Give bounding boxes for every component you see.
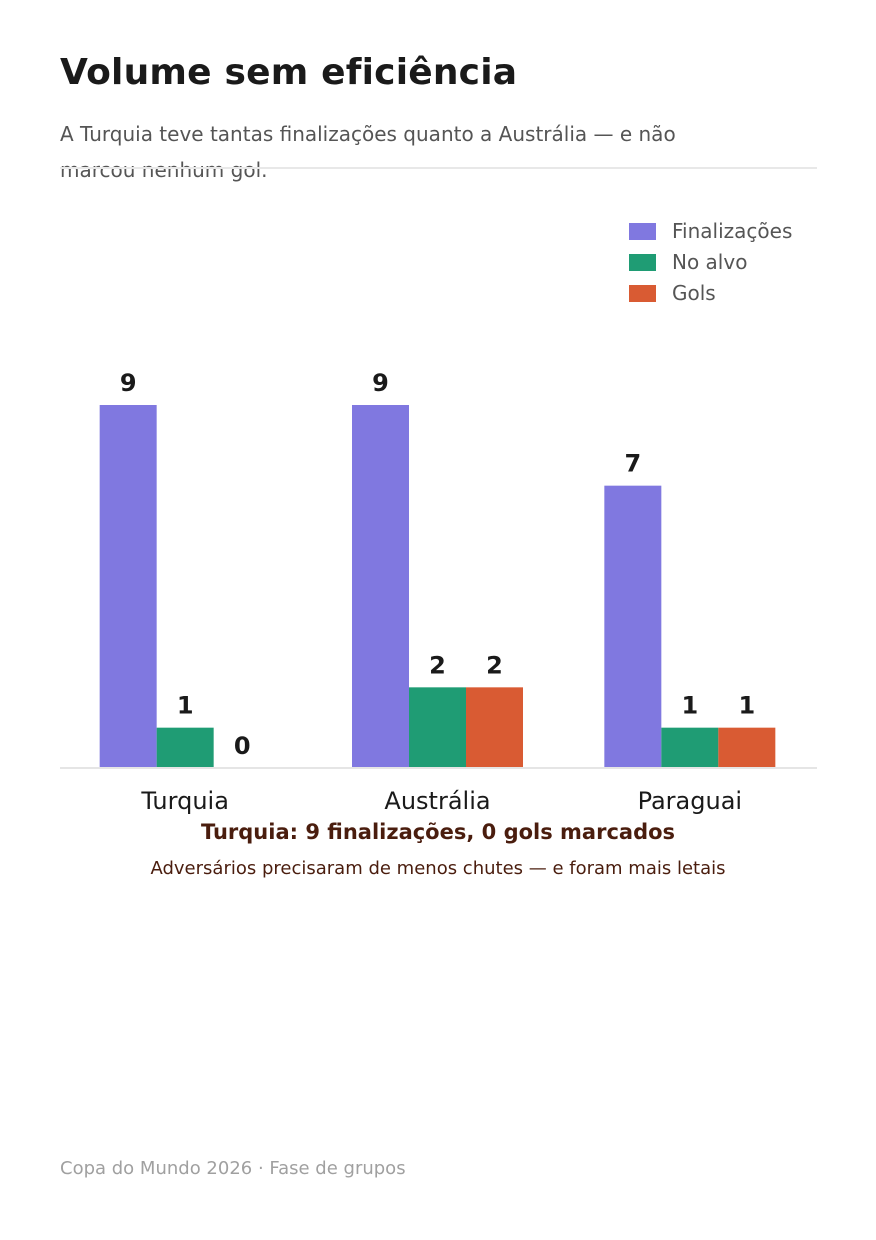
bar (466, 687, 523, 768)
data-label: 9 (372, 369, 389, 397)
data-label: 7 (624, 450, 641, 478)
data-label: 1 (738, 692, 755, 720)
bar (718, 727, 776, 768)
chart-subtitle: A Turquia teve tantas finalizações quant… (60, 122, 676, 182)
legend-label: Gols (672, 281, 716, 305)
legend-label: No alvo (672, 250, 747, 274)
bar (156, 727, 214, 768)
legend-swatch (629, 223, 656, 240)
annotation-subtitle: Adversários precisaram de menos chutes —… (150, 858, 726, 879)
annotation-title: Turquia: 9 finalizações, 0 gols marcados (200, 820, 676, 844)
data-label: 2 (429, 651, 446, 679)
data-label: 1 (681, 692, 698, 720)
bar (99, 405, 157, 768)
header-divider (60, 167, 817, 169)
legend-swatch (629, 254, 656, 271)
chart-title: Volume sem eficiência (60, 52, 518, 93)
legend-label: Finalizações (672, 219, 792, 243)
bar (604, 485, 662, 768)
data-label: 1 (177, 692, 194, 720)
x-tick-label: Turquia (140, 787, 229, 815)
source-footer: Copa do Mundo 2026 · Fase de grupos (60, 1158, 406, 1179)
data-label: 2 (486, 651, 503, 679)
data-label: 9 (120, 369, 137, 397)
x-tick-label: Paraguai (638, 787, 743, 815)
legend-swatch (629, 285, 656, 302)
bar (409, 687, 466, 768)
bar (661, 727, 719, 768)
bar (352, 405, 409, 768)
data-label: 0 (234, 732, 251, 760)
x-tick-label: Austrália (384, 787, 490, 815)
